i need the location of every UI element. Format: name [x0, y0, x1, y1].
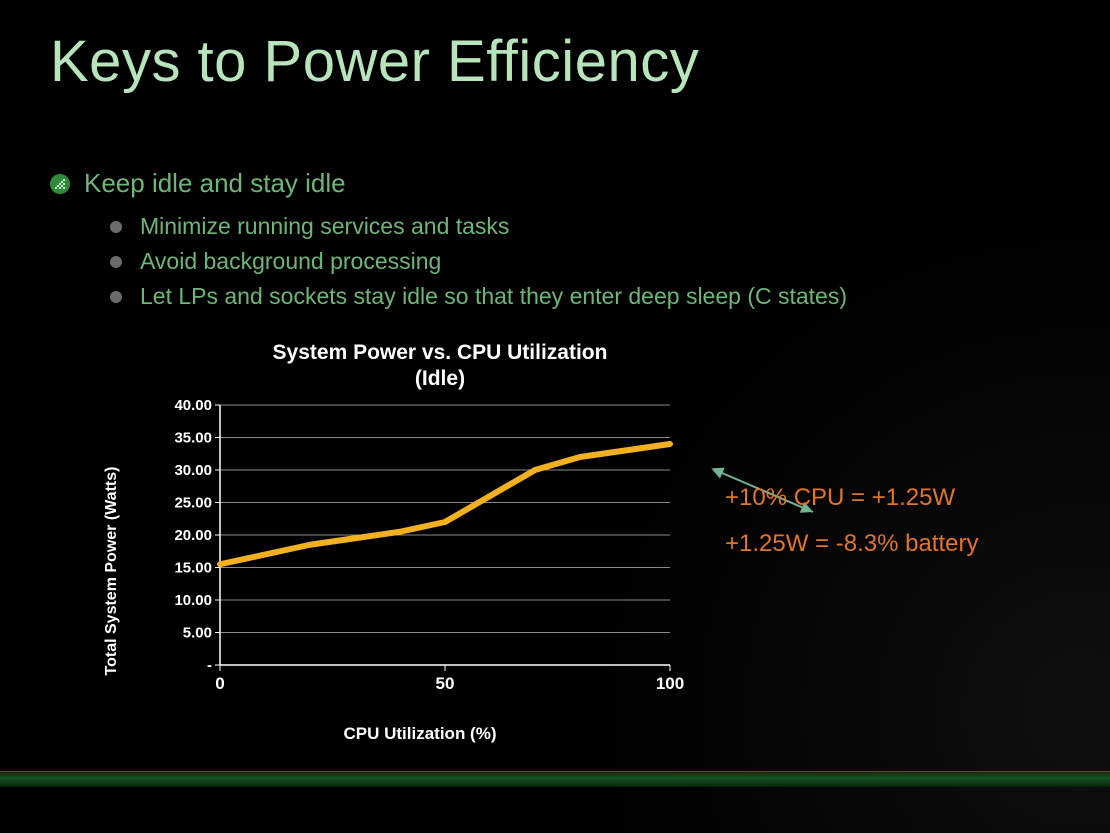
svg-text:5.00: 5.00 — [183, 624, 212, 641]
bullet-level1-text: Keep idle and stay idle — [84, 168, 346, 199]
bullet-level2: Avoid background processing — [110, 248, 1050, 275]
svg-text:15.00: 15.00 — [174, 559, 212, 576]
sub-bullet-icon — [110, 221, 122, 233]
bullet-level1: Keep idle and stay idle — [50, 168, 1050, 199]
chart-xlabel: CPU Utilization (%) — [160, 724, 680, 744]
sub-bullet-icon — [110, 291, 122, 303]
slide: Keys to Power Efficiency Keep idle and s… — [0, 0, 1110, 833]
annotation-line: +1.25W = -8.3% battery — [725, 521, 978, 567]
chart-title-line1: System Power vs. CPU Utilization — [273, 341, 608, 364]
svg-text:50: 50 — [436, 674, 455, 693]
svg-text:-: - — [207, 657, 212, 674]
chart: System Power vs. CPU Utilization (Idle) … — [160, 340, 720, 760]
annotation-line: +10% CPU = +1.25W — [725, 475, 978, 521]
svg-text:20.00: 20.00 — [174, 527, 212, 544]
bullet-level2: Minimize running services and tasks — [110, 213, 1050, 240]
bullet-level2-text: Let LPs and sockets stay idle so that th… — [140, 283, 847, 310]
bullet-icon — [50, 174, 70, 194]
svg-text:35.00: 35.00 — [174, 429, 212, 446]
chart-plot-area: Total System Power (Watts)-5.0010.0015.0… — [160, 399, 680, 744]
bullet-list: Keep idle and stay idle Minimize running… — [50, 168, 1050, 318]
bullet-level2-text: Avoid background processing — [140, 248, 441, 275]
chart-ylabel: Total System Power (Watts) — [103, 467, 121, 676]
chart-title-line2: (Idle) — [415, 367, 465, 390]
svg-text:40.00: 40.00 — [174, 397, 212, 414]
slide-title: Keys to Power Efficiency — [50, 28, 699, 95]
svg-text:30.00: 30.00 — [174, 462, 212, 479]
chart-annotations: +10% CPU = +1.25W +1.25W = -8.3% battery — [725, 475, 978, 566]
bullet-level2: Let LPs and sockets stay idle so that th… — [110, 283, 1050, 310]
chart-title: System Power vs. CPU Utilization (Idle) — [160, 340, 720, 393]
bullet-level2-text: Minimize running services and tasks — [140, 213, 509, 240]
svg-text:10.00: 10.00 — [174, 592, 212, 609]
sub-bullet-icon — [110, 256, 122, 268]
svg-text:100: 100 — [656, 674, 684, 693]
accent-bar — [0, 771, 1110, 787]
svg-text:25.00: 25.00 — [174, 494, 212, 511]
svg-text:0: 0 — [215, 674, 224, 693]
